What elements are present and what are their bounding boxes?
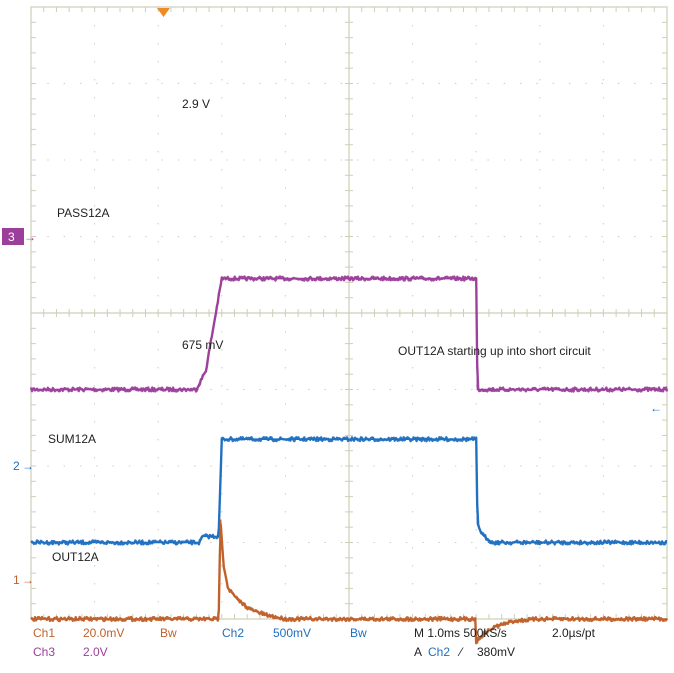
ch1-marker-label: 1: [13, 573, 20, 587]
trace-outline-sum12a: [31, 438, 667, 544]
ch2-marker-label: 2: [13, 459, 20, 473]
series-label-pass12a: PASS12A: [57, 206, 109, 220]
trigger-position-marker: [157, 8, 170, 17]
ch2-name: Ch2: [222, 626, 244, 640]
ch3-ground-marker: 3 →: [2, 228, 36, 245]
ch2-ground-marker: 2 →: [13, 459, 34, 473]
pass-level-annotation: 2.9 V: [182, 97, 210, 111]
trigger-level-arrow: ←: [650, 401, 662, 415]
ch2-bandwidth-limit: Bw: [350, 626, 367, 640]
trigger-channel: Ch2: [428, 645, 450, 659]
readout-panel: Ch1 20.0mV Bw Ch2 500mV Bw M 1.0ms 500kS…: [33, 626, 596, 659]
series-label-sum12a: SUM12A: [48, 432, 96, 446]
ch2-marker-arrow: →: [22, 459, 34, 473]
timebase-readout: M 1.0ms 500kS/s: [414, 626, 507, 640]
ch3-marker-label: 3: [8, 230, 15, 244]
series-label-out12a: OUT12A: [52, 550, 99, 564]
short-circuit-note: OUT12A starting up into short circuit: [398, 344, 591, 358]
trigger-source-prefix: A: [414, 645, 422, 659]
ch1-name: Ch1: [33, 626, 55, 640]
trace-outline-out12a: [31, 519, 667, 645]
per-point-readout: 2.0µs/pt: [552, 626, 596, 640]
ch2-scale: 500mV: [273, 626, 311, 640]
waveform-traces: [29, 275, 669, 645]
ch3-scale: 2.0V: [83, 645, 108, 659]
ch1-scale: 20.0mV: [83, 626, 124, 640]
ch1-marker-arrow: →: [22, 573, 34, 587]
ch3-marker-arrow: →: [24, 230, 36, 244]
ch3-marker-box: [2, 228, 24, 245]
trace-outline-pass12a: [31, 277, 667, 391]
ch1-bandwidth-limit: Bw: [160, 626, 177, 640]
trigger-slope-icon: ⁄: [457, 645, 464, 659]
trigger-level: 380mV: [477, 645, 515, 659]
ch3-name: Ch3: [33, 645, 55, 659]
sum-level-annotation: 675 mV: [182, 338, 223, 352]
ch1-ground-marker: 1 →: [13, 573, 34, 587]
